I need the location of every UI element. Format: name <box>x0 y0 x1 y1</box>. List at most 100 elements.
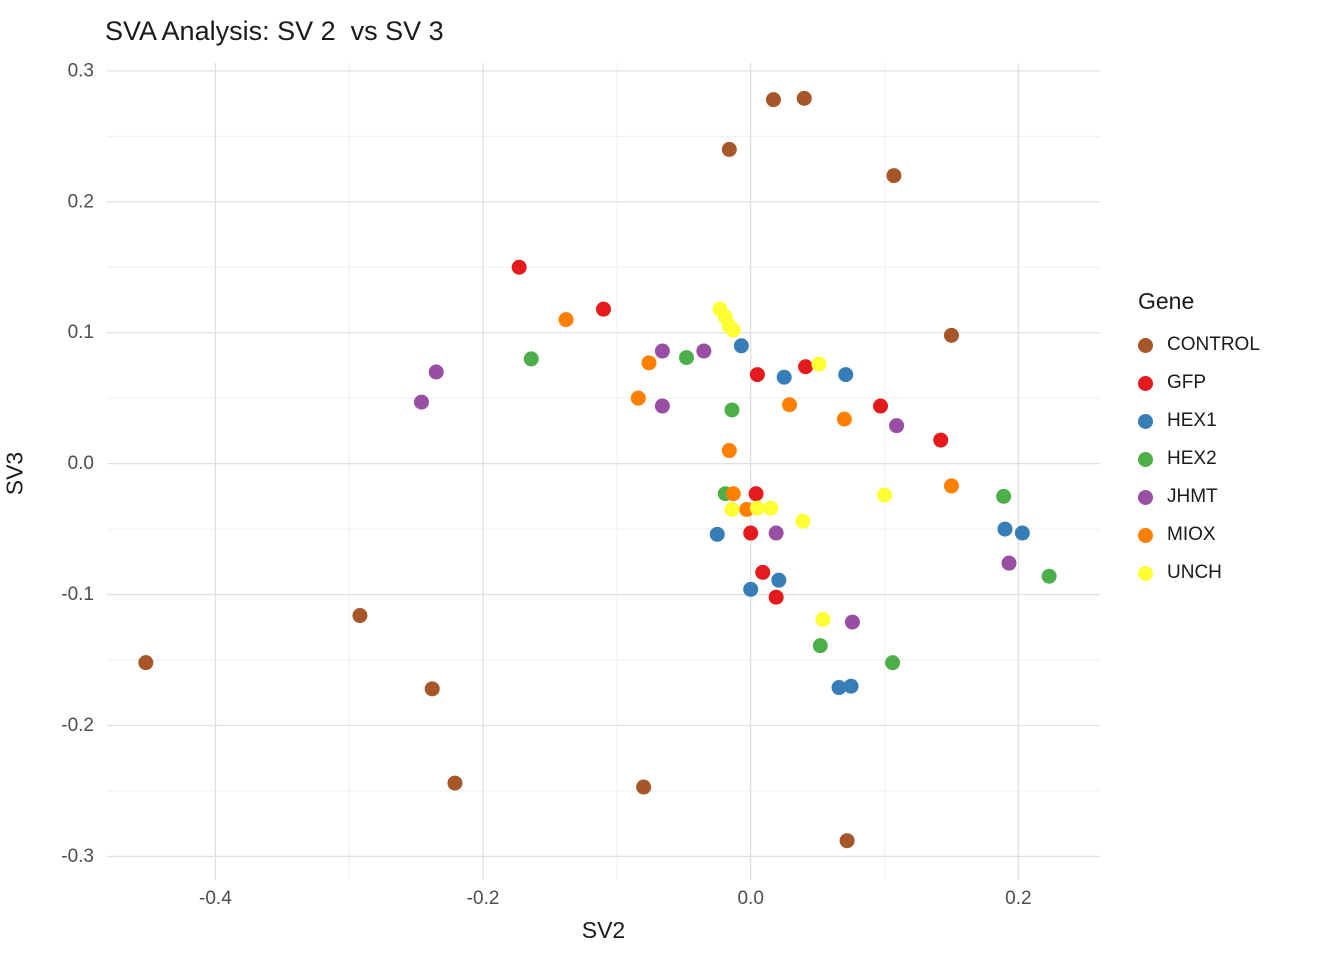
x-tick-label: -0.2 <box>467 888 500 909</box>
point-CONTROL <box>943 327 959 343</box>
y-tick-label: 0.2 <box>68 191 94 212</box>
point-GFP <box>511 259 527 275</box>
y-tick-label: 0.3 <box>68 60 94 81</box>
point-HEX1 <box>838 367 854 383</box>
legend-item-CONTROL: CONTROL <box>1138 326 1338 364</box>
legend-dot-JHMT <box>1138 489 1153 505</box>
point-UNCH <box>724 501 740 517</box>
point-HEX2 <box>1041 568 1057 584</box>
point-HEX2 <box>523 351 539 367</box>
y-tick-label: -0.1 <box>61 584 94 605</box>
point-UNCH <box>763 500 779 516</box>
legend-label: GFP <box>1167 372 1207 393</box>
point-CONTROL <box>721 141 737 157</box>
point-MIOX <box>725 486 741 502</box>
point-HEX1 <box>709 526 725 542</box>
point-GFP <box>873 398 889 414</box>
point-MIOX <box>782 397 798 413</box>
point-HEX2 <box>996 488 1012 504</box>
point-GFP <box>798 359 814 375</box>
point-MIOX <box>836 411 852 427</box>
legend-item-UNCH: UNCH <box>1138 554 1338 592</box>
point-MIOX <box>721 443 737 459</box>
point-JHMT <box>1001 555 1017 571</box>
legend: Gene CONTROL GFP HEX1 HEX2 JHMT MIOX UNCH <box>1138 286 1338 592</box>
point-HEX2 <box>678 350 694 366</box>
point-HEX2 <box>812 638 828 654</box>
point-JHMT <box>654 398 670 414</box>
point-HEX1 <box>776 369 792 385</box>
legend-dot-HEX2 <box>1138 451 1153 467</box>
y-tick-label: 0.0 <box>68 453 94 474</box>
point-JHMT <box>413 394 429 410</box>
legend-item-MIOX: MIOX <box>1138 516 1338 554</box>
point-GFP <box>749 367 765 383</box>
point-GFP <box>743 525 759 541</box>
legend-dot-UNCH <box>1138 565 1153 581</box>
chart-title: SVA Analysis: SV 2 vs SV 3 <box>105 16 444 46</box>
point-HEX1 <box>743 581 759 597</box>
legend-label: MIOX <box>1167 524 1216 545</box>
point-MIOX <box>943 478 959 494</box>
point-HEX1 <box>997 521 1013 537</box>
point-UNCH <box>795 513 811 529</box>
point-CONTROL <box>636 779 652 795</box>
y-tick-label: -0.2 <box>61 715 94 736</box>
legend-dot-MIOX <box>1138 527 1153 543</box>
legend-item-HEX2: HEX2 <box>1138 440 1338 478</box>
point-CONTROL <box>352 608 368 624</box>
point-JHMT <box>844 614 860 630</box>
point-GFP <box>748 486 764 502</box>
point-HEX1 <box>733 338 749 354</box>
y-tick-label: 0.1 <box>68 322 94 343</box>
point-MIOX <box>641 355 657 371</box>
legend-item-JHMT: JHMT <box>1138 478 1338 516</box>
point-UNCH <box>811 356 827 372</box>
legend-items: CONTROL GFP HEX1 HEX2 JHMT MIOX UNCH <box>1138 326 1338 592</box>
point-CONTROL <box>138 655 154 671</box>
point-CONTROL <box>765 92 781 108</box>
point-UNCH <box>725 322 741 338</box>
legend-label: CONTROL <box>1167 334 1260 355</box>
point-HEX1 <box>771 572 787 588</box>
point-JHMT <box>889 418 905 434</box>
legend-item-GFP: GFP <box>1138 364 1338 402</box>
point-GFP <box>755 564 771 580</box>
legend-label: HEX1 <box>1167 410 1217 431</box>
point-GFP <box>596 301 611 317</box>
point-HEX1 <box>843 678 859 694</box>
point-CONTROL <box>839 833 855 849</box>
point-HEX1 <box>1014 525 1030 541</box>
point-JHMT <box>428 364 444 380</box>
point-GFP <box>933 432 949 448</box>
legend-dot-HEX1 <box>1138 413 1153 429</box>
x-tick-label: 0.2 <box>1005 888 1031 909</box>
x-tick-label: 0.0 <box>737 888 763 909</box>
x-axis-title: SV2 <box>581 917 626 943</box>
point-HEX2 <box>724 402 740 418</box>
point-CONTROL <box>447 775 463 791</box>
legend-dot-CONTROL <box>1138 337 1153 353</box>
legend-item-HEX1: HEX1 <box>1138 402 1338 440</box>
legend-dot-GFP <box>1138 375 1153 391</box>
point-UNCH <box>749 500 765 516</box>
legend-label: UNCH <box>1167 562 1222 583</box>
point-CONTROL <box>796 90 812 106</box>
point-CONTROL <box>424 681 440 697</box>
point-HEX2 <box>885 655 901 671</box>
point-HEX1 <box>831 680 847 696</box>
point-UNCH <box>877 487 893 503</box>
legend-label: HEX2 <box>1167 448 1217 469</box>
legend-title: Gene <box>1138 288 1195 314</box>
x-tick-label: -0.4 <box>199 888 232 909</box>
point-MIOX <box>558 312 574 328</box>
point-UNCH <box>815 611 831 627</box>
point-JHMT <box>654 343 670 359</box>
y-axis-title: SV3 <box>1 451 28 496</box>
point-GFP <box>768 589 784 605</box>
y-tick-label: -0.3 <box>61 846 94 867</box>
point-JHMT <box>768 525 784 541</box>
point-MIOX <box>630 390 646 406</box>
legend-label: JHMT <box>1167 486 1218 507</box>
